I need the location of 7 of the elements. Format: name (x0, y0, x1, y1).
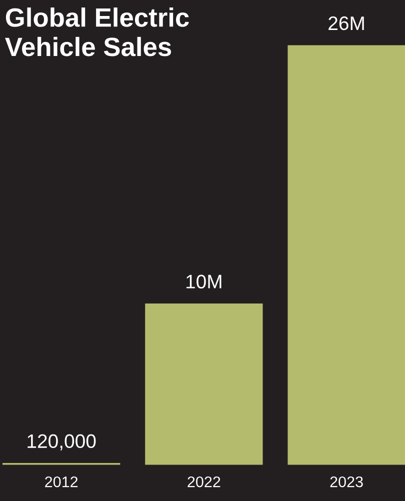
data-label: 120,000 (28, 434, 96, 450)
x-tick-label: 2023 (330, 476, 363, 488)
x-tick-label: 2022 (188, 476, 220, 488)
x-tick-label: 2012 (45, 476, 78, 488)
chart-title: Global Electric Vehicle Sales (5, 8, 189, 56)
data-label: 10M (186, 274, 222, 288)
data-label: 26M (328, 16, 364, 30)
